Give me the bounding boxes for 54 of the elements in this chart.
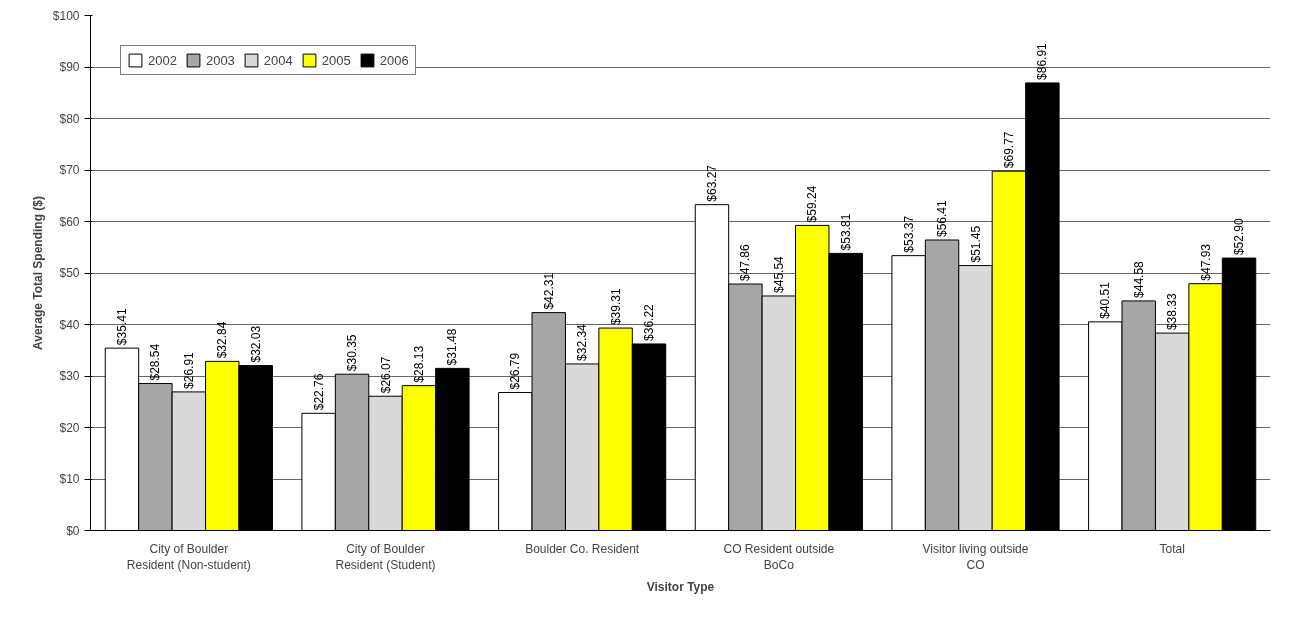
- y-tick-label: $10: [59, 472, 80, 486]
- y-tick-label: $90: [59, 60, 80, 74]
- y-tick-label: $70: [59, 163, 80, 177]
- data-label: $30.35: [345, 334, 360, 372]
- x-tick-label: City of Boulder Resident (Non-student): [126, 541, 251, 573]
- legend-label: 2002: [148, 52, 177, 68]
- legend-label: 2005: [321, 52, 351, 68]
- y-tick-label: $40: [59, 317, 80, 332]
- legend-label: 2003: [205, 52, 235, 68]
- data-label: $40.51: [1098, 281, 1113, 319]
- data-label: $38.33: [1165, 293, 1180, 331]
- y-tick-label: $100: [52, 8, 80, 23]
- data-label: $53.81: [838, 213, 853, 251]
- data-label: $47.86: [738, 243, 753, 282]
- data-label: $22.76: [311, 373, 326, 411]
- data-label: $56.41: [935, 199, 950, 237]
- x-tick-label: Total: [1159, 541, 1185, 556]
- x-tick-label: CO Resident outside BoCo: [723, 541, 835, 573]
- y-tick-label: $30: [59, 369, 80, 383]
- data-label: $53.37: [901, 215, 916, 253]
- data-label: $51.45: [968, 225, 983, 263]
- data-label: $47.93: [1198, 243, 1213, 281]
- data-label: $36.22: [642, 303, 657, 341]
- data-label: $32.03: [248, 325, 263, 363]
- legend-label: 2004: [263, 52, 293, 68]
- data-label: $35.41: [114, 308, 129, 346]
- data-label: $63.27: [704, 164, 719, 202]
- data-label: $52.90: [1232, 218, 1247, 256]
- data-label: $28.13: [411, 345, 426, 383]
- x-tick-label: City of Boulder Resident (Student): [335, 541, 436, 573]
- data-label: $26.91: [181, 351, 196, 389]
- data-label: $86.91: [1035, 42, 1050, 80]
- y-tick-label: $50: [59, 266, 80, 280]
- data-label: $42.31: [541, 272, 556, 310]
- data-label: $32.34: [575, 323, 590, 361]
- y-tick-label: $20: [59, 420, 80, 435]
- legend-label: 2006: [379, 52, 409, 68]
- x-tick-label: Visitor living outside CO: [922, 541, 1029, 573]
- data-label: $69.77: [1001, 131, 1016, 169]
- data-label: $31.48: [445, 328, 460, 366]
- data-label: $32.84: [215, 321, 230, 359]
- y-tick-label: $60: [59, 214, 80, 229]
- data-label: $26.79: [508, 352, 523, 390]
- data-label: $26.07: [378, 356, 393, 394]
- data-label: $45.54: [771, 255, 786, 293]
- data-label: $39.31: [608, 288, 623, 326]
- data-label: $59.24: [805, 185, 820, 223]
- x-axis-title: Visitor Type: [646, 580, 715, 595]
- y-axis-title: Average Total Spending ($): [30, 195, 45, 351]
- y-tick-label: $80: [59, 111, 80, 126]
- y-tick-label: $0: [66, 523, 80, 538]
- data-label: $28.54: [148, 343, 163, 381]
- x-tick-label: Boulder Co. Resident: [525, 541, 640, 556]
- data-label: $44.58: [1131, 260, 1146, 298]
